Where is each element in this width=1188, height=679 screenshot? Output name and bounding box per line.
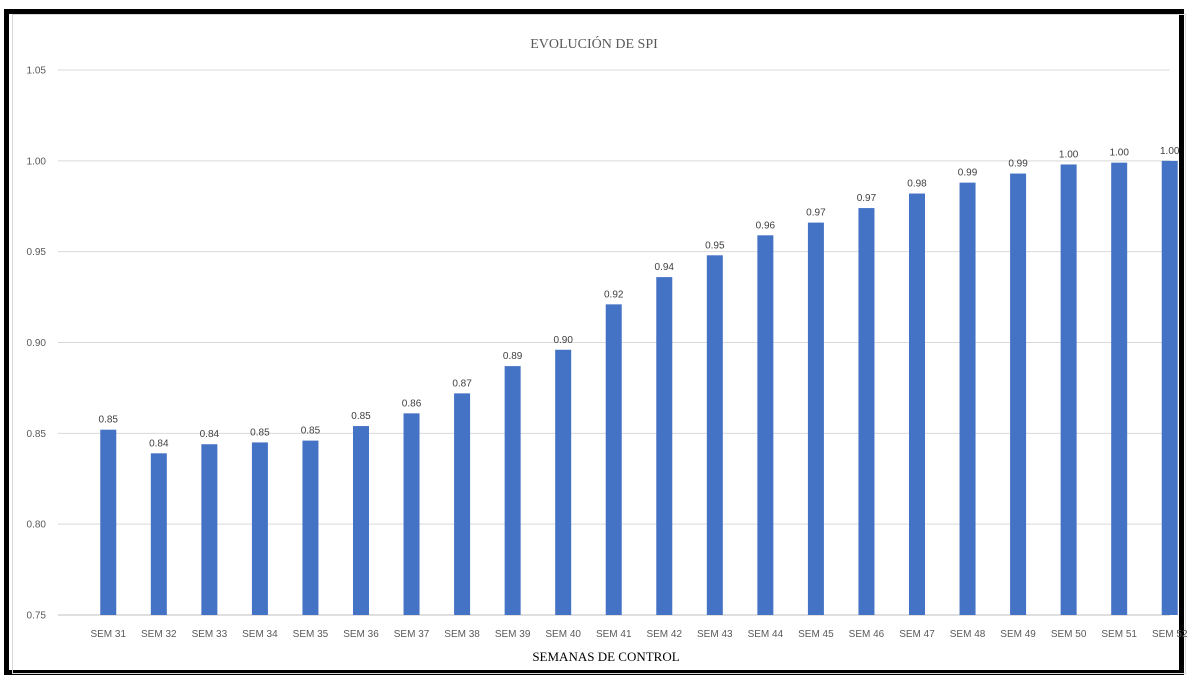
bar: [201, 444, 218, 615]
x-tick-label: SEM 47: [899, 629, 935, 640]
bar: [302, 440, 319, 615]
x-axis-title: SEMANAS DE CONTROL: [532, 649, 679, 664]
data-label: 0.84: [149, 438, 169, 449]
data-label: 0.89: [503, 351, 523, 362]
x-tick-label: SEM 41: [596, 629, 632, 640]
x-tick-label: SEM 31: [90, 629, 126, 640]
x-tick-label: SEM 48: [950, 629, 986, 640]
x-tick-label: SEM 35: [293, 629, 329, 640]
data-label: 0.97: [857, 193, 877, 204]
x-tick-label: SEM 38: [444, 629, 480, 640]
y-axis-labels: 0.75 0.80 0.85 0.90 0.95 1.00 1.05: [27, 66, 47, 622]
x-tick-label: SEM 50: [1051, 629, 1087, 640]
bar: [656, 277, 673, 615]
x-tick-label: SEM 42: [646, 629, 682, 640]
data-label: 0.97: [806, 208, 826, 219]
data-label: 0.85: [351, 411, 371, 422]
data-label: 0.84: [200, 429, 220, 440]
x-tick-label: SEM 43: [697, 629, 733, 640]
data-label: 0.86: [402, 398, 422, 409]
bar: [909, 193, 925, 616]
y-tick-label: 0.85: [27, 429, 47, 440]
data-label: 0.94: [655, 262, 675, 273]
x-tick-label: SEM 37: [394, 629, 430, 640]
x-tick-label: SEM 34: [242, 629, 278, 640]
y-tick-label: 0.95: [27, 247, 47, 258]
bar: [150, 453, 167, 615]
bar: [353, 426, 369, 615]
bar: [1060, 164, 1077, 615]
bar: [807, 222, 824, 615]
bar: [1111, 162, 1128, 615]
data-label: 0.87: [452, 378, 472, 389]
x-tick-label: SEM 44: [748, 629, 784, 640]
chart-title: EVOLUCIÓN DE SPI: [530, 35, 658, 52]
bar: [858, 208, 875, 616]
y-tick-label: 0.90: [27, 338, 47, 349]
x-tick-label: SEM 51: [1101, 629, 1137, 640]
data-label: 1.00: [1109, 148, 1129, 159]
data-label: 0.85: [99, 415, 119, 426]
bar: [504, 366, 521, 615]
x-tick-label: SEM 39: [495, 629, 531, 640]
y-tick-label: 1.00: [27, 156, 47, 167]
y-tick-label: 0.80: [27, 520, 47, 531]
x-tick-label: SEM 49: [1000, 629, 1036, 640]
bar: [403, 413, 420, 615]
bar: [706, 255, 723, 616]
x-tick-label: SEM 46: [849, 629, 885, 640]
data-label: 0.92: [604, 289, 624, 300]
bar: [555, 349, 572, 615]
x-axis-labels: SEM 31 SEM 32 SEM 33 SEM 34 SEM 35 SEM 36 SEM …: [90, 629, 1187, 640]
x-tick-label: SEM 52: [1152, 629, 1188, 640]
x-tick-label: SEM 45: [798, 629, 834, 640]
bar: [1010, 173, 1027, 616]
data-label: 0.90: [553, 335, 573, 346]
y-tick-label: 1.05: [27, 66, 47, 77]
y-tick-label: 0.75: [27, 611, 47, 622]
chart-area: [12, 14, 1186, 674]
data-label: 0.99: [958, 168, 978, 179]
bar: [757, 235, 774, 616]
bars: [100, 160, 1178, 616]
data-label: 0.95: [705, 240, 725, 251]
x-tick-label: SEM 36: [343, 629, 379, 640]
x-tick-label: SEM 40: [545, 629, 581, 640]
bar: [605, 304, 622, 615]
bar: [959, 182, 976, 615]
data-label: 1.00: [1160, 146, 1180, 157]
data-label: 0.96: [756, 220, 776, 231]
data-labels: 0.85 0.84 0.84 0.85 0.85 0.85 0.86 0.87 0.89 0.90…: [99, 146, 1180, 449]
x-tick-label: SEM 33: [192, 629, 228, 640]
data-label: 0.98: [907, 179, 927, 190]
x-tick-label: SEM 32: [141, 629, 177, 640]
bar: [454, 393, 471, 615]
data-label: 1.00: [1059, 149, 1079, 160]
data-label: 0.85: [301, 426, 321, 437]
data-label: 0.99: [1008, 159, 1028, 170]
bar: [100, 429, 117, 615]
bar: [1161, 160, 1178, 616]
data-label: 0.85: [250, 427, 270, 438]
bar: [251, 442, 268, 615]
